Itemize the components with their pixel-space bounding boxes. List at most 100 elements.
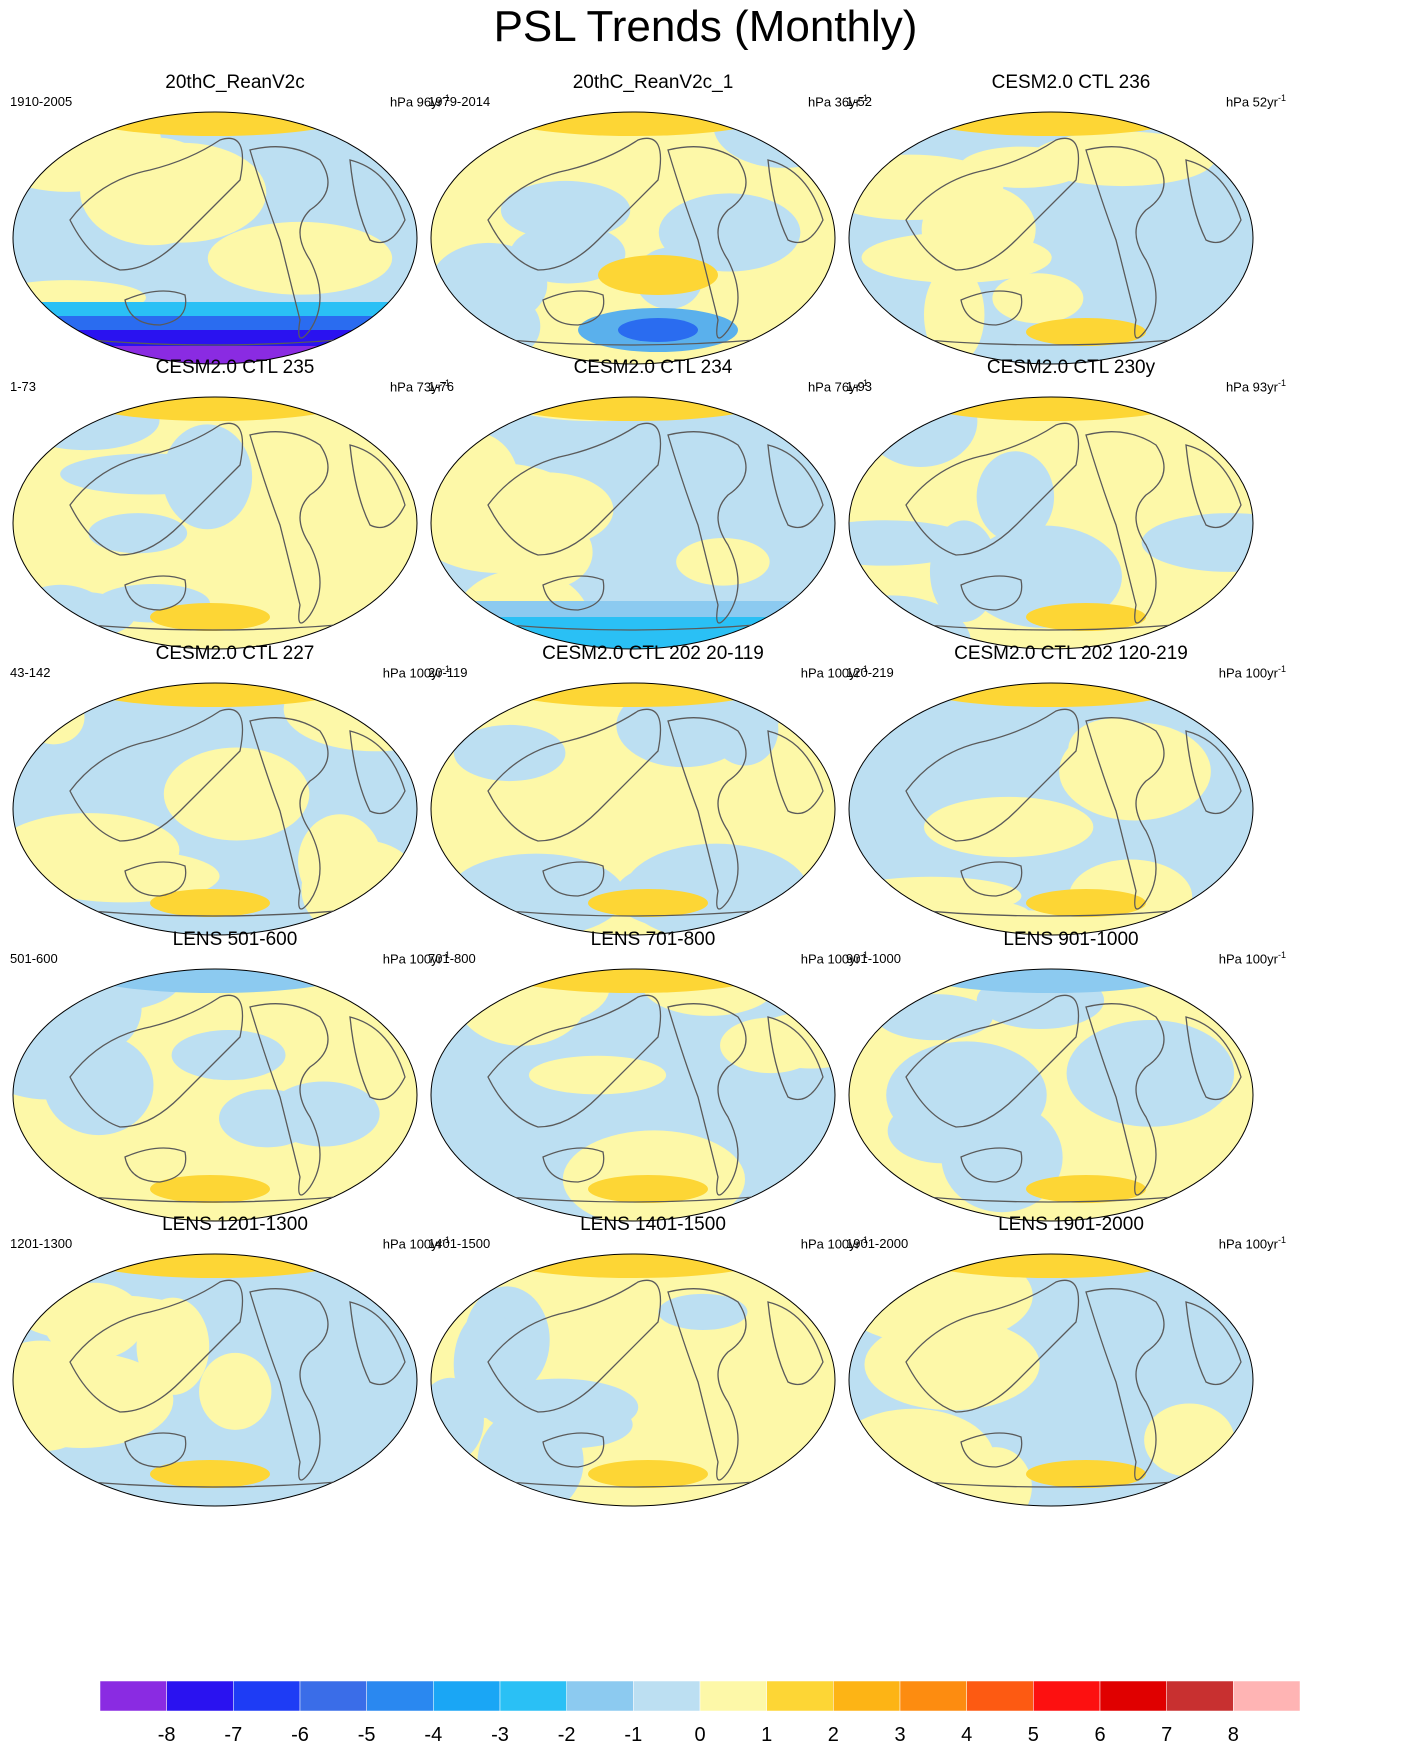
panel-title: CESM2.0 CTL 235 [155, 357, 315, 378]
map-panel: LENS 1401-1500 1401-1500 hPa 100yr-1 [418, 1214, 888, 1534]
panel-period-label: 501-600 [10, 951, 58, 966]
panel-period-label: 701-800 [428, 951, 476, 966]
panel-unit-label: hPa 100yr-1 [800, 1235, 868, 1252]
colorbar-tick-label: 3 [894, 1724, 906, 1746]
colorbar-tick-label: -3 [491, 1724, 509, 1746]
colorbar-swatch [99, 1680, 167, 1712]
colorbar-swatch [366, 1680, 434, 1712]
colorbar-swatch [966, 1680, 1034, 1712]
colorbar-swatch [1166, 1680, 1234, 1712]
panel-period-label: 1-76 [428, 379, 455, 394]
panel-period-label: 1979-2014 [428, 94, 491, 109]
colorbar-tick-label: -8 [157, 1724, 176, 1746]
colorbar-swatch [1033, 1680, 1101, 1712]
colorbar-swatch [833, 1680, 901, 1712]
panel-title: CESM2.0 CTL 227 [155, 643, 315, 664]
colorbar-swatch [633, 1680, 701, 1712]
colorbar-tick-label: -5 [357, 1724, 376, 1746]
map-panel: CESM2.0 CTL 235 1-73 hPa 73yr-1 [0, 357, 470, 677]
colorbar-tick-label: 0 [694, 1724, 706, 1746]
colorbar-swatch [899, 1680, 967, 1712]
map-panel: CESM2.0 CTL 202 20-119 20-119 hPa 100yr-1 [418, 643, 888, 963]
panel-unit-label: hPa 100yr-1 [382, 664, 450, 681]
world-map [430, 111, 836, 365]
world-map [430, 1253, 836, 1507]
panel-unit-label: hPa 100yr-1 [800, 664, 868, 681]
panel-period-label: 1201-1300 [10, 1236, 73, 1251]
panel-period-label: 1910-2005 [10, 94, 73, 109]
panel-unit-label: hPa 100yr-1 [1218, 1235, 1286, 1252]
panel-unit-label: hPa 96yr-1 [389, 93, 450, 110]
colorbar-swatch [233, 1680, 301, 1712]
colorbar-tick-label: 2 [827, 1724, 839, 1746]
colorbar-swatch [299, 1680, 367, 1712]
world-map [430, 682, 836, 936]
colorbar-swatch [1099, 1680, 1167, 1712]
map-panel: LENS 1201-1300 1201-1300 hPa 100yr-1 [0, 1214, 470, 1534]
panel-title: LENS 1901-2000 [998, 1214, 1144, 1235]
figure-title: PSL Trends (Monthly) [493, 2, 918, 51]
panel-title: LENS 901-1000 [1003, 929, 1139, 950]
colorbar-tick-label: -7 [224, 1724, 243, 1746]
panel-period-label: 43-142 [10, 665, 51, 680]
panel-unit-label: hPa 100yr-1 [382, 1235, 450, 1252]
panel-period-label: 120-219 [846, 665, 894, 680]
panel-period-label: 1901-2000 [846, 1236, 909, 1251]
world-map [12, 111, 418, 365]
map-panel: CESM2.0 CTL 202 120-219 120-219 hPa 100yr-… [836, 643, 1306, 963]
world-map [430, 968, 836, 1222]
colorbar-tick-label: -1 [624, 1724, 643, 1746]
map-panel: 20thC_ReanV2c_1 1979-2014 hPa 36yr-1 [418, 72, 888, 392]
colorbar-tick-label: 1 [761, 1724, 773, 1746]
panel-unit-label: hPa 100yr-1 [382, 950, 450, 967]
world-map [848, 111, 1254, 365]
map-panel: CESM2.0 CTL 236 1-52 hPa 52yr-1 [836, 72, 1306, 392]
world-map [848, 682, 1254, 936]
colorbar-swatch [699, 1680, 767, 1712]
map-panel: LENS 901-1000 901-1000 hPa 100yr-1 [836, 929, 1306, 1249]
panel-title: LENS 501-600 [172, 929, 298, 950]
colorbar-tick-label: -6 [291, 1724, 309, 1746]
map-panel: CESM2.0 CTL 234 1-76 hPa 76yr-1 [418, 357, 888, 677]
colorbar-tick-label: 8 [1227, 1724, 1239, 1746]
panel-title: CESM2.0 CTL 230y [986, 357, 1156, 378]
panel-title: LENS 1201-1300 [162, 1214, 308, 1235]
panel-title: CESM2.0 CTL 234 [573, 357, 733, 378]
colorbar-swatch [166, 1680, 234, 1712]
panel-period-label: 1-73 [10, 379, 37, 394]
panel-title: LENS 1401-1500 [580, 1214, 726, 1235]
colorbar-tick-label: 5 [1027, 1724, 1039, 1746]
panel-period-label: 901-1000 [846, 951, 901, 966]
colorbar-swatch [499, 1680, 567, 1712]
panel-period-label: 1-93 [846, 379, 873, 394]
world-map [12, 1253, 418, 1507]
panel-unit-label: hPa 100yr-1 [800, 950, 868, 967]
panel-unit-label: hPa 100yr-1 [1218, 950, 1286, 967]
world-map [848, 968, 1254, 1222]
colorbar-tick-label: 6 [1094, 1724, 1106, 1746]
panel-unit-label: hPa 100yr-1 [1218, 664, 1286, 681]
panel-title: CESM2.0 CTL 202 120-219 [954, 643, 1188, 664]
panel-period-label: 20-119 [428, 665, 468, 680]
panel-unit-label: hPa 36yr-1 [807, 93, 868, 110]
world-map [430, 396, 836, 650]
world-map [848, 1253, 1254, 1507]
panel-title: LENS 701-800 [590, 929, 716, 950]
map-panel: 20thC_ReanV2c 1910-2005 hPa 96yr-1 [0, 72, 470, 392]
colorbar-swatch [1233, 1680, 1301, 1712]
world-map [848, 396, 1254, 650]
world-map [12, 682, 418, 936]
panel-title: 20thC_ReanV2c_1 [572, 72, 734, 93]
panel-unit-label: hPa 76yr-1 [807, 378, 868, 395]
colorbar-swatch [566, 1680, 634, 1712]
panel-title: 20thC_ReanV2c [165, 72, 305, 93]
panel-title: CESM2.0 CTL 202 20-119 [542, 643, 764, 664]
world-map [12, 968, 418, 1222]
map-panel: LENS 701-800 701-800 hPa 100yr-1 [418, 929, 888, 1249]
panel-unit-label: hPa 73yr-1 [389, 378, 450, 395]
map-panel: LENS 1901-2000 1901-2000 hPa 100yr-1 [836, 1214, 1306, 1534]
colorbar-tick-label: -2 [557, 1724, 576, 1746]
colorbar-swatch [766, 1680, 834, 1712]
panel-period-label: 1-52 [846, 94, 873, 109]
colorbar-swatch [433, 1680, 501, 1712]
